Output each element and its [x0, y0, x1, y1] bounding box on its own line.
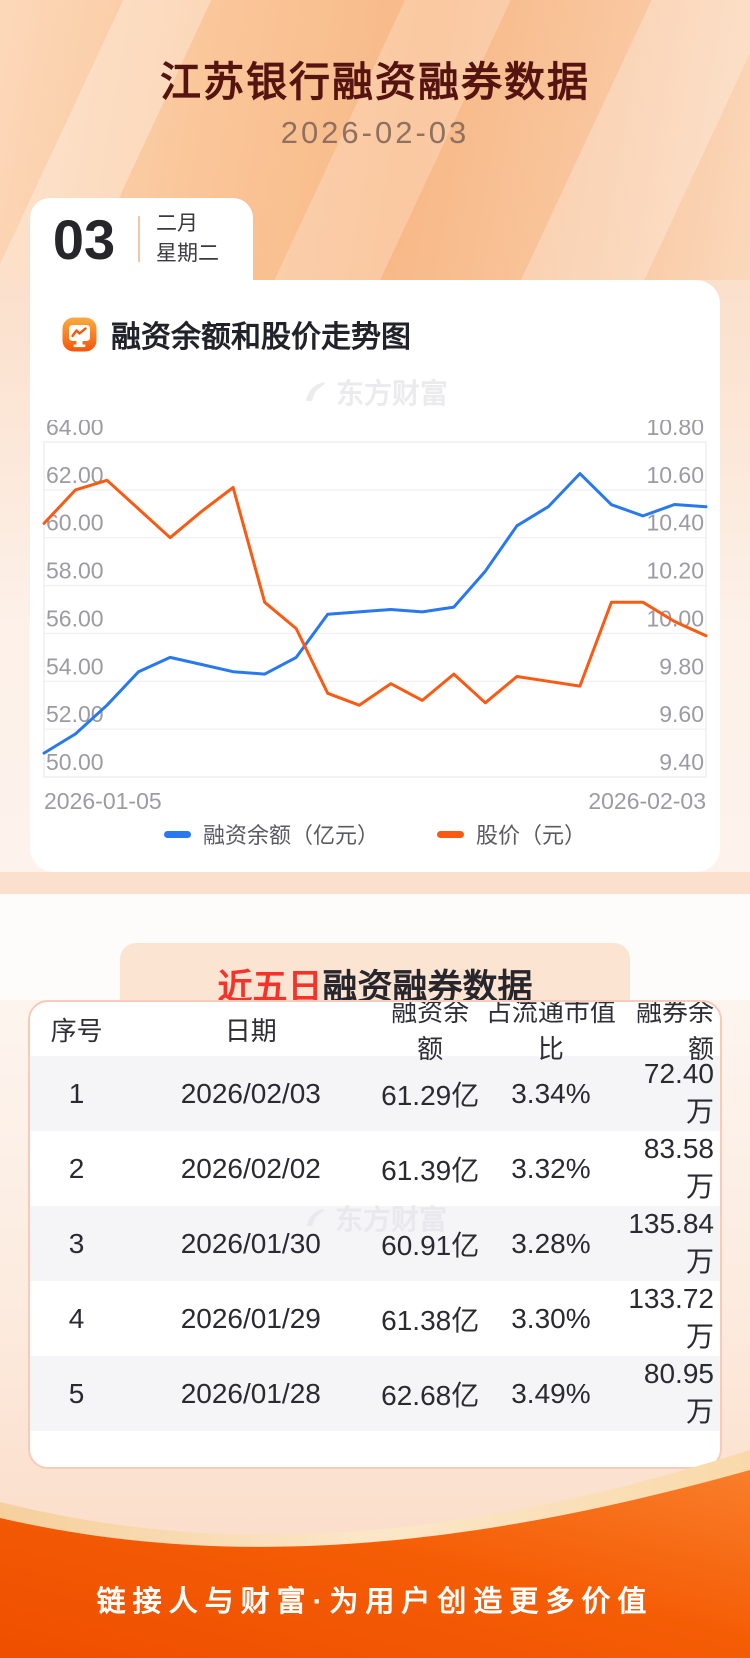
chart-watermark-text: 东方财富 [335, 378, 448, 409]
column-header: 占流通市值比 [485, 1000, 616, 1064]
eastmoney-logo-icon [305, 382, 326, 401]
chart-section-title: 融资余额和股价走势图 [111, 321, 411, 354]
chart-card: 融资余额和股价走势图 东方财富 64.00 10.80 62.00 10.60 60.0… [30, 280, 720, 872]
table-cell: 3.49% [511, 1377, 591, 1409]
right-axis-label: 10.40 [646, 510, 704, 536]
table-cell: 2026/01/29 [180, 1302, 321, 1334]
chart-legend: 融资余额（亿元） 股价（元） [30, 818, 720, 850]
page-title: 江苏银行融资融券数据 [160, 59, 590, 105]
legend-label-financing: 融资余额（亿元） [202, 823, 379, 848]
legend-label-price: 股价（元） [476, 823, 587, 848]
right-axis-label: 10.80 [646, 420, 704, 440]
x-axis-end-label: 2026-02-03 [588, 788, 706, 814]
chart-section-header: 融资余额和股价走势图 [62, 312, 411, 356]
table-cell: 2026/01/30 [180, 1227, 321, 1259]
date-card: 03 二月 星期二 [30, 198, 253, 280]
legend-marker-blue [163, 830, 191, 838]
footer-slogan: 链接人与财富·为用户创造更多价值 [96, 1586, 654, 1618]
table-row: 4 2026/01/29 61.38亿 3.30% 133.72万 [30, 1281, 720, 1356]
left-axis-label: 56.00 [46, 605, 104, 631]
date-card-divider [138, 216, 140, 262]
table-row: 5 2026/01/28 62.68亿 3.49% 80.95万 [30, 1356, 720, 1431]
x-axis-start-label: 2026-01-05 [44, 788, 162, 814]
table-cell: 83.58万 [643, 1132, 714, 1202]
series-line-financing-balance [42, 472, 708, 755]
table-cell: 4 [68, 1302, 85, 1334]
date-card-day: 03 [52, 207, 116, 271]
table-cell: 72.40万 [643, 1057, 714, 1127]
data-table-card: 序号 日期 融资余额 占流通市值比 融券余额 1 2026/02/03 61.29亿 3.34%… [28, 1000, 722, 1469]
column-header: 序号 [50, 1015, 103, 1046]
left-axis-label: 64.00 [46, 420, 104, 440]
right-axis-label: 9.80 [659, 653, 704, 679]
table-cell: 60.91亿 [381, 1229, 480, 1261]
legend-marker-orange [437, 830, 464, 838]
column-header: 融资余额 [391, 1000, 470, 1064]
column-header: 日期 [224, 1015, 277, 1046]
left-axis-label: 52.00 [46, 701, 104, 727]
table-row: 1 2026/02/03 61.29亿 3.34% 72.40万 [30, 1056, 720, 1131]
left-axis-label: 60.00 [46, 510, 104, 536]
table-cell: 3.34% [511, 1077, 591, 1109]
page-date: 2026-02-03 [280, 115, 470, 150]
right-axis-label: 10.60 [646, 462, 704, 488]
column-header: 融券余额 [635, 1000, 714, 1064]
date-card-weekday: 星期二 [156, 242, 219, 265]
table-cell: 3.28% [511, 1227, 591, 1259]
table-cell: 135.84万 [628, 1207, 714, 1277]
right-axis-label: 9.40 [659, 749, 704, 775]
table-cell: 2026/02/03 [180, 1077, 321, 1109]
chart-monitor-icon [62, 317, 97, 351]
right-axis-label: 9.60 [659, 701, 704, 727]
table-cell: 61.29亿 [381, 1079, 480, 1111]
table-cell: 2026/02/02 [180, 1152, 321, 1184]
table-cell: 62.68亿 [381, 1379, 480, 1411]
table-row: 3 2026/01/30 60.91亿 3.28% 135.84万 [30, 1206, 720, 1281]
table-header-row: 序号 日期 融资余额 占流通市值比 融券余额 [30, 1002, 720, 1064]
header-banner: 江苏银行融资融券数据 2026-02-03 [0, 0, 750, 280]
footer-wave [0, 1450, 750, 1658]
table-cell: 61.38亿 [381, 1304, 480, 1336]
table-cell: 133.72万 [628, 1282, 714, 1352]
left-axis-label: 54.00 [46, 653, 104, 679]
right-axis-label: 10.20 [646, 558, 704, 584]
table-cell: 3.32% [511, 1152, 591, 1184]
table-cell: 2 [68, 1152, 85, 1184]
data-table: 序号 日期 融资余额 占流通市值比 融券余额 1 2026/02/03 61.29亿 3.34%… [30, 1002, 720, 1431]
chart-watermark: 东方财富 [30, 372, 720, 412]
date-card-month: 二月 [156, 211, 198, 235]
table-cell: 3.30% [511, 1302, 591, 1334]
table-row: 2 2026/02/02 61.39亿 3.32% 83.58万 [30, 1131, 720, 1206]
table-cell: 61.39亿 [381, 1154, 480, 1186]
table-cell: 3 [68, 1227, 85, 1259]
table-cell: 5 [68, 1377, 85, 1409]
legend-item-financing-balance: 融资余额（亿元） [163, 818, 379, 850]
table-cell: 80.95万 [643, 1357, 714, 1427]
date-card-month-weekday: 二月 星期二 [156, 209, 219, 270]
left-axis-label: 58.00 [46, 558, 104, 584]
table-cell: 2026/01/28 [180, 1377, 321, 1409]
series-line-stock-price [42, 478, 708, 707]
left-axis-label: 50.00 [46, 749, 104, 775]
table-cell: 1 [68, 1077, 85, 1109]
section-divider-band [0, 872, 750, 894]
legend-item-stock-price: 股价（元） [437, 818, 586, 850]
